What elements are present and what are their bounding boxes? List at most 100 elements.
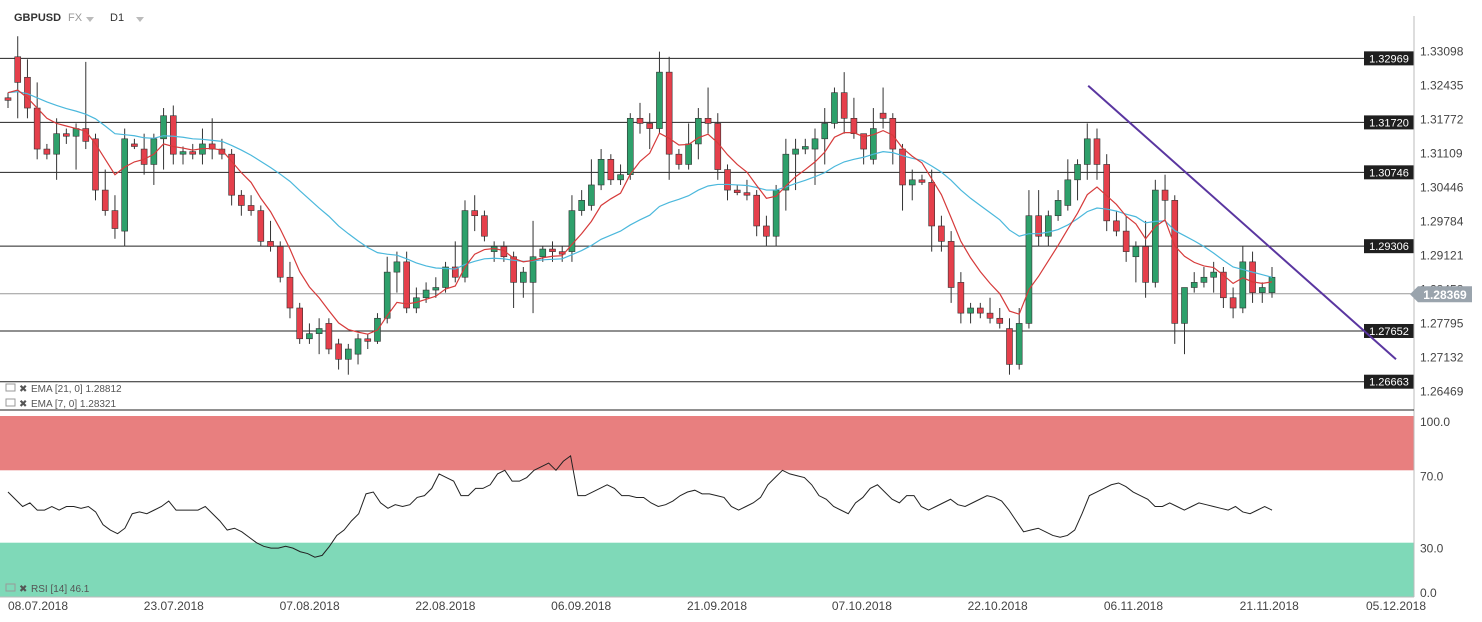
candle-body (899, 148, 906, 186)
candle-body (238, 194, 245, 206)
level-box (1364, 239, 1414, 254)
legend-label: EMA [21, 0] 1.28812 (31, 384, 122, 395)
rsi-zones (0, 416, 1414, 597)
candle-body (296, 307, 303, 340)
candle-body (510, 256, 517, 283)
symbol-label[interactable]: GBPUSD (14, 12, 62, 24)
price-tick-label: 1.29784 (1420, 215, 1464, 229)
candle-body (286, 276, 294, 309)
candle-body (568, 210, 576, 252)
date-tick-label: 07.08.2018 (280, 599, 340, 613)
candle-body (792, 148, 799, 155)
candle-body (1054, 200, 1062, 217)
candle-body (140, 148, 148, 165)
candle-body (704, 117, 712, 124)
date-tick-label: 23.07.2018 (144, 599, 204, 613)
candle-body (957, 282, 965, 314)
candle-body (1035, 215, 1042, 237)
candle-body (1142, 246, 1149, 283)
candle-body (169, 115, 177, 155)
candle-body (306, 333, 313, 340)
ema21-line (7, 91, 1273, 278)
price-tick-label: 1.30446 (1420, 181, 1464, 195)
timeframe-label[interactable]: D1 (110, 12, 125, 24)
timeframe-dropdown-icon[interactable] (136, 17, 144, 22)
candle-body (831, 92, 838, 124)
candle-body (218, 148, 226, 155)
candle-body (33, 107, 41, 150)
candle-body (928, 182, 935, 227)
level-box (1364, 323, 1414, 338)
candle-body (345, 348, 352, 360)
legend-close-icon: ✖ (19, 384, 27, 395)
rsi-tick-label: 0.0 (1420, 586, 1437, 600)
candle-body (1229, 297, 1237, 309)
candle-body (1161, 189, 1169, 201)
candle-body (160, 115, 167, 140)
candle-body (92, 138, 99, 191)
legend-settings-icon (5, 383, 16, 392)
date-tick-label: 05.12.2018 (1366, 599, 1426, 613)
legend-label: EMA [7, 0] 1.28321 (31, 399, 116, 410)
rsi-tick-label: 70.0 (1420, 469, 1444, 483)
candle-body (636, 117, 644, 124)
candle-body (938, 225, 945, 242)
ema7-line (7, 89, 1273, 335)
trendline-group[interactable] (1087, 84, 1397, 361)
candle-body (354, 338, 362, 355)
candle-body (617, 174, 624, 181)
candle-body (1045, 215, 1052, 237)
candle-body (908, 179, 916, 186)
candle-body (1025, 215, 1033, 324)
market-dropdown-icon[interactable] (86, 17, 94, 22)
candle-body (578, 200, 585, 211)
candle-body (442, 266, 449, 288)
candle-body (276, 246, 284, 278)
candle-body (801, 146, 809, 150)
price-tick-label: 1.26469 (1420, 385, 1464, 399)
candle-body (43, 148, 51, 155)
candle-body (500, 246, 508, 258)
candle-body (1258, 287, 1266, 293)
candle-body (101, 189, 109, 211)
date-tick-label: 22.10.2018 (968, 599, 1028, 613)
candle-body (1181, 287, 1188, 324)
legend-label: RSI [14] 46.1 (31, 584, 90, 595)
legend-settings-icon (5, 398, 16, 407)
level-label: 1.30746 (1369, 167, 1409, 179)
candle-body (549, 248, 556, 252)
legend-settings-icon (5, 583, 16, 592)
candle-body (1268, 276, 1276, 293)
candle-body (879, 112, 887, 119)
candle-body (1239, 261, 1247, 309)
candle-body (947, 241, 955, 288)
price-tick-label: 1.31772 (1420, 113, 1464, 127)
candle-body (247, 205, 255, 211)
candle-body (481, 215, 488, 237)
price-tick-label: 1.27795 (1420, 317, 1464, 331)
candle-body (821, 123, 829, 140)
candle-body (451, 266, 459, 278)
chart-header: GBPUSD FX D1 (0, 0, 600, 30)
candle-body (267, 241, 274, 247)
candle-body (461, 210, 469, 278)
candle-body (743, 192, 751, 196)
indicator-legend: ✖ EMA [21, 0] 1.28812 ✖ EMA [7, 0] 1.28321 ✖… (5, 383, 122, 595)
price-tick-label: 1.32435 (1420, 79, 1464, 93)
candle-body (228, 153, 235, 196)
moving-averages (7, 89, 1273, 335)
candle-body (63, 133, 70, 137)
level-box (1364, 115, 1414, 130)
candle-body (257, 210, 265, 242)
candle-body (1190, 282, 1198, 288)
candle-body (967, 307, 974, 314)
candle-body (646, 123, 654, 129)
price-tick-label: 1.27132 (1420, 351, 1464, 365)
candle-body (121, 138, 128, 232)
trendline (1087, 84, 1397, 361)
candle-body (4, 97, 12, 101)
candle-body (189, 151, 197, 155)
candle-body (53, 133, 60, 155)
candle-body (1064, 179, 1072, 206)
